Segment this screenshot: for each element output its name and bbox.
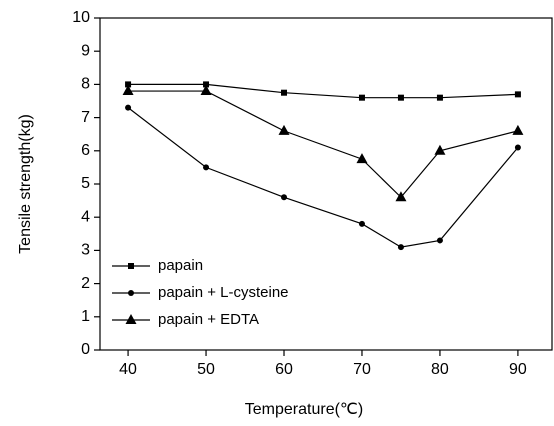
marker xyxy=(203,81,210,88)
marker xyxy=(200,85,212,96)
marker xyxy=(125,104,132,111)
y-tick-label: 7 xyxy=(81,109,90,126)
y-tick-label: 4 xyxy=(81,208,90,225)
y-tick-label: 8 xyxy=(81,76,90,93)
y-tick-label: 6 xyxy=(81,142,90,159)
series-line xyxy=(127,107,519,248)
y-tick-label: 9 xyxy=(81,42,90,59)
legend-label: papain xyxy=(158,257,203,274)
marker xyxy=(281,89,288,96)
y-tick-label: 10 xyxy=(72,9,90,26)
x-tick-label: 90 xyxy=(509,361,527,378)
marker xyxy=(203,164,210,171)
marker xyxy=(436,94,443,101)
legend-marker xyxy=(128,290,134,296)
marker xyxy=(434,144,446,155)
x-tick-label: 50 xyxy=(197,361,215,378)
marker xyxy=(397,244,404,251)
marker xyxy=(356,153,368,164)
legend-label: papain + EDTA xyxy=(158,311,259,328)
x-tick-label: 60 xyxy=(275,361,293,378)
marker xyxy=(122,85,134,96)
y-axis-label: Tensile strength(kg) xyxy=(17,114,34,254)
x-tick-label: 40 xyxy=(119,361,137,378)
y-tick-label: 5 xyxy=(81,175,90,192)
y-tick-label: 1 xyxy=(81,308,90,325)
y-tick-label: 3 xyxy=(81,242,90,259)
y-tick-label: 0 xyxy=(81,341,90,358)
marker xyxy=(358,220,365,227)
series-line xyxy=(128,90,519,199)
x-tick-label: 70 xyxy=(353,361,371,378)
marker xyxy=(436,237,443,244)
marker xyxy=(397,94,404,101)
x-tick-label: 80 xyxy=(431,361,449,378)
marker xyxy=(278,124,290,135)
marker xyxy=(125,81,132,88)
y-tick-label: 2 xyxy=(81,275,90,292)
marker xyxy=(514,144,521,151)
legend-marker xyxy=(125,314,137,324)
marker xyxy=(358,94,365,101)
legend-marker xyxy=(128,263,134,269)
marker xyxy=(512,124,524,135)
legend-label: papain + L-cysteine xyxy=(158,284,289,301)
x-axis-label: Temperature(℃) xyxy=(245,401,363,418)
marker xyxy=(514,91,521,98)
marker xyxy=(395,191,407,202)
marker xyxy=(281,194,288,201)
